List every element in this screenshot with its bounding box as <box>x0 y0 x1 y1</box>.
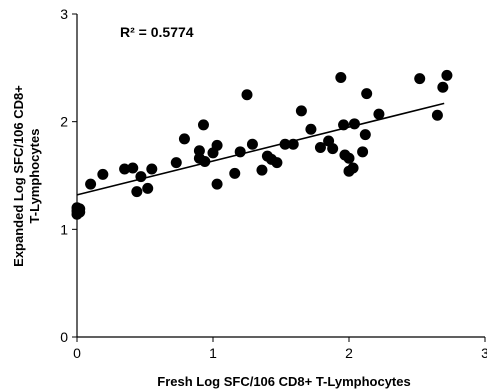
data-point <box>414 73 426 85</box>
data-point <box>441 69 453 81</box>
data-point <box>131 186 143 198</box>
data-point <box>327 143 339 155</box>
data-point <box>178 133 190 145</box>
data-point <box>287 138 299 150</box>
data-point <box>211 139 223 151</box>
data-point <box>361 88 373 100</box>
x-tick-label: 3 <box>481 345 487 361</box>
y-axis-title-line-2: T-Lymphocytes <box>27 129 42 224</box>
data-point <box>295 105 307 117</box>
data-point <box>135 171 147 183</box>
data-point <box>199 156 211 168</box>
data-point <box>305 123 317 135</box>
data-point <box>127 162 139 174</box>
data-point <box>170 157 182 169</box>
x-tick-label: 1 <box>209 345 217 361</box>
x-axis-title: Fresh Log SFC/106 CD8+ T-Lymphocytes <box>157 374 410 389</box>
data-point <box>373 108 385 120</box>
data-point <box>197 119 209 131</box>
data-point <box>343 152 355 164</box>
r-squared-annotation: R² = 0.5774 <box>120 24 194 40</box>
data-point <box>279 138 291 150</box>
data-point <box>97 168 109 180</box>
data-point <box>437 81 449 93</box>
data-point <box>347 162 359 174</box>
data-point <box>359 129 371 141</box>
data-point <box>241 89 253 101</box>
data-point <box>74 203 86 215</box>
y-tick-label: 1 <box>60 221 68 237</box>
y-tick-label: 2 <box>60 114 68 130</box>
data-point <box>338 119 350 131</box>
data-point <box>211 178 223 190</box>
data-point <box>314 142 326 154</box>
data-point <box>142 182 154 194</box>
data-point <box>234 146 246 158</box>
data-point <box>246 138 258 150</box>
data-point <box>256 164 268 176</box>
data-point <box>146 163 158 175</box>
data-point <box>335 72 347 84</box>
data-point <box>119 163 131 175</box>
y-tick-label: 0 <box>60 329 68 345</box>
x-tick-label: 2 <box>345 345 353 361</box>
y-tick-label: 3 <box>60 6 68 22</box>
data-point <box>229 167 241 179</box>
data-point <box>85 178 97 190</box>
data-point <box>357 146 369 158</box>
data-point <box>271 157 283 169</box>
trendline <box>76 102 445 196</box>
data-point <box>193 145 205 157</box>
x-tick-label: 0 <box>73 345 81 361</box>
data-point <box>431 109 443 121</box>
y-axis-title-line-1: Expanded Log SFC/106 CD8+ <box>11 85 26 267</box>
data-point <box>348 118 360 130</box>
